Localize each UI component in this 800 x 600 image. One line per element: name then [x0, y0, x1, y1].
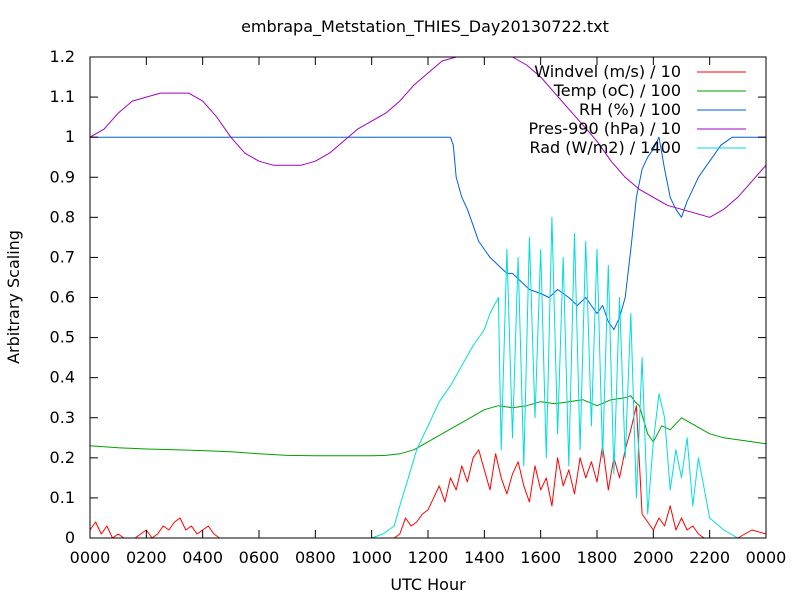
legend-label-3: RH (%) / 100: [579, 100, 681, 119]
x-tick-label: 1000: [351, 548, 392, 567]
y-tick-label: 1.2: [50, 47, 75, 66]
series-line-5: [90, 216, 766, 539]
legend-label-2: Temp (oC) / 100: [553, 81, 681, 100]
y-tick-label: 0.2: [50, 448, 75, 467]
x-tick-label: 2000: [633, 548, 674, 567]
y-tick-label: 0.7: [50, 247, 75, 266]
legend-label-4: Pres-990 (hPa) / 10: [529, 119, 681, 138]
x-axis-label: UTC Hour: [390, 575, 466, 594]
legend-label-1: Windvel (m/s) / 10: [534, 62, 681, 81]
y-tick-label: 0.6: [50, 288, 75, 307]
y-tick-label: 0.1: [50, 488, 75, 507]
y-tick-label: 0: [65, 528, 75, 547]
x-tick-label: 0400: [182, 548, 223, 567]
x-tick-label: 1600: [520, 548, 561, 567]
x-tick-label: 0600: [239, 548, 280, 567]
chart-title: embrapa_Metstation_THIES_Day20130722.txt: [241, 17, 609, 37]
x-tick-label: 0000: [746, 548, 787, 567]
x-tick-label: 1800: [577, 548, 618, 567]
y-tick-label: 0.5: [50, 328, 75, 347]
x-tick-label: 0800: [295, 548, 336, 567]
y-tick-label: 1: [65, 127, 75, 146]
series-line-3: [90, 136, 766, 331]
x-tick-label: 1200: [408, 548, 449, 567]
y-tick-label: 0.9: [50, 167, 75, 186]
x-tick-label: 1400: [464, 548, 505, 567]
x-tick-label: 0000: [70, 548, 111, 567]
series-line-2: [89, 395, 767, 457]
y-tick-label: 0.4: [50, 368, 75, 387]
y-axis-label: Arbitrary Scaling: [4, 230, 23, 364]
series-layer: [89, 56, 767, 539]
y-tick-label: 0.8: [50, 207, 75, 226]
y-tick-label: 1.1: [50, 87, 75, 106]
x-tick-label: 2200: [689, 548, 730, 567]
series-line-4: [89, 56, 767, 218]
x-tick-label: 0200: [126, 548, 167, 567]
legend-label-5: Rad (W/m2) / 1400: [529, 138, 681, 157]
axis-layer: 0000 0200 0400 0600 0800 1000 1200 1400 1600 1800…: [50, 47, 787, 567]
series-line-1: [89, 405, 767, 539]
y-tick-label: 0.3: [50, 408, 75, 427]
